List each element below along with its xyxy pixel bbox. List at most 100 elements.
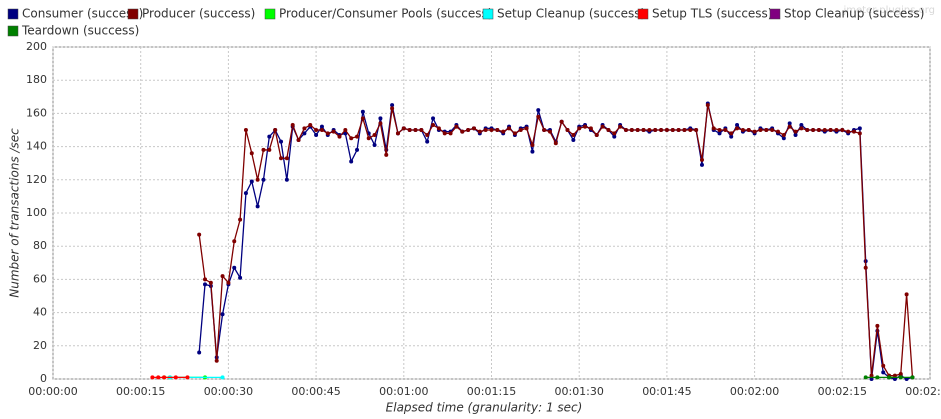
data-point [740, 128, 745, 132]
y-tick-label: 140 [26, 140, 47, 153]
data-point [436, 126, 441, 131]
data-point [466, 128, 471, 132]
data-point [226, 280, 231, 285]
data-point [547, 129, 552, 134]
data-point [811, 128, 816, 132]
data-point [583, 124, 588, 129]
legend-label: Stop Cleanup (success) [784, 7, 925, 21]
data-point [279, 156, 284, 161]
data-point [869, 373, 874, 378]
data-point [629, 128, 634, 132]
data-point [729, 131, 734, 136]
x-tick-label: 00:02:30 [905, 385, 941, 398]
data-point [314, 128, 319, 132]
data-point [635, 128, 640, 132]
data-point [360, 109, 365, 114]
data-point [366, 136, 371, 141]
data-point [220, 274, 225, 279]
y-tick-label: 80 [33, 239, 47, 252]
data-point [735, 123, 740, 128]
data-point [413, 128, 418, 132]
data-point [887, 375, 892, 380]
data-point [904, 292, 909, 297]
data-point [846, 129, 851, 134]
x-tick-label: 00:01:15 [467, 385, 516, 398]
data-point [495, 128, 500, 132]
data-point [834, 128, 839, 132]
y-tick-label: 160 [26, 106, 47, 119]
data-point [425, 132, 430, 137]
data-point [787, 124, 792, 129]
data-point [319, 124, 324, 129]
data-point [203, 282, 208, 287]
data-point [448, 131, 453, 136]
data-point [255, 177, 260, 182]
x-tick-label: 00:02:00 [730, 385, 779, 398]
x-tick-label: 00:01:00 [379, 385, 428, 398]
data-point [390, 103, 395, 108]
data-point [606, 128, 611, 132]
data-point [442, 131, 447, 136]
data-point [822, 128, 827, 132]
data-point [851, 129, 856, 134]
data-point [892, 373, 897, 378]
data-point [816, 128, 821, 132]
data-point [904, 377, 909, 381]
data-point [542, 128, 547, 132]
data-point [267, 147, 272, 152]
data-point [869, 377, 874, 381]
data-point [840, 128, 845, 132]
data-point [214, 358, 219, 363]
data-point [407, 128, 412, 132]
data-point [682, 128, 687, 132]
data-point [647, 128, 652, 132]
data-point [261, 177, 266, 182]
legend-label: Setup Cleanup (success) [497, 7, 645, 21]
data-point [203, 277, 208, 282]
data-point [699, 157, 704, 162]
data-point [781, 136, 786, 141]
data-point [319, 128, 324, 132]
data-point [664, 128, 669, 132]
data-point [355, 134, 360, 139]
data-point [460, 129, 465, 134]
data-point [512, 131, 517, 136]
data-point [676, 128, 681, 132]
data-point [659, 128, 664, 132]
data-point [881, 370, 886, 375]
data-point [477, 129, 482, 134]
y-tick-label: 0 [40, 372, 47, 385]
data-point [425, 139, 430, 144]
data-point [156, 375, 161, 380]
data-point [623, 128, 628, 132]
data-point [770, 128, 775, 132]
data-point [530, 149, 535, 154]
data-point [220, 375, 225, 380]
data-point [799, 123, 804, 128]
data-point [220, 312, 225, 317]
data-point [378, 121, 383, 126]
x-tick-label: 00:00:00 [28, 385, 77, 398]
legend-label: Setup TLS (success) [652, 7, 773, 21]
data-point [781, 132, 786, 137]
data-point [717, 128, 722, 132]
data-point [431, 116, 436, 121]
data-point [694, 128, 699, 132]
y-tick-label: 20 [33, 339, 47, 352]
data-point [793, 129, 798, 134]
data-point [302, 131, 307, 136]
x-tick-label: 00:00:30 [204, 385, 253, 398]
legend-swatch [637, 8, 649, 20]
data-point [162, 375, 167, 380]
data-point [243, 191, 248, 196]
data-point [290, 123, 295, 128]
data-point [372, 132, 377, 137]
data-point [232, 265, 237, 270]
data-point [729, 134, 734, 139]
data-point [892, 377, 897, 381]
data-point [828, 128, 833, 132]
data-point [419, 128, 424, 132]
data-point [600, 124, 605, 129]
data-point [857, 126, 862, 131]
